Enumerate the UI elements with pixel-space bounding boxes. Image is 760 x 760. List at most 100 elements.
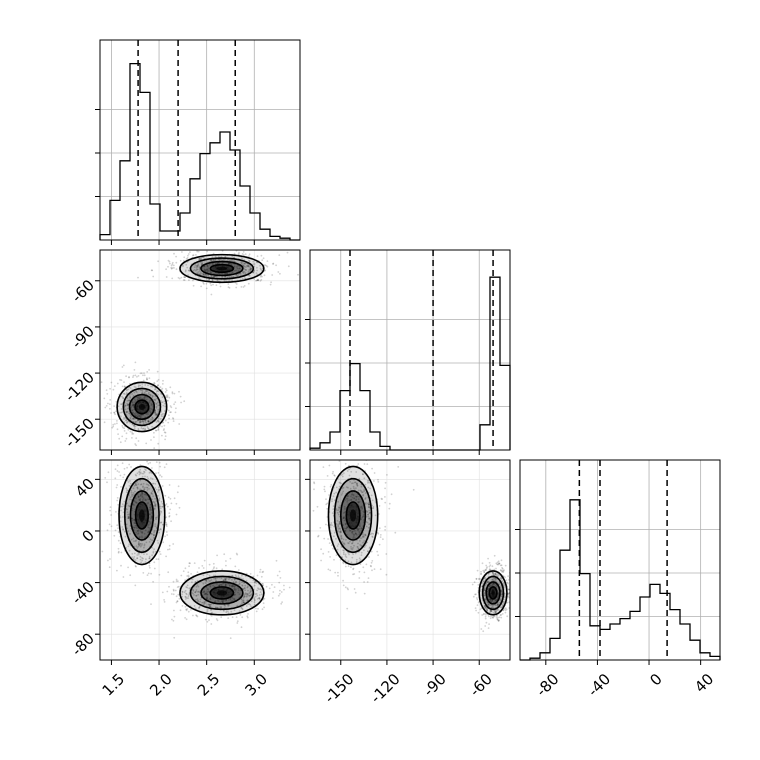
scatter-point [162, 523, 164, 526]
scatter-point [343, 517, 345, 519]
scatter-point [162, 421, 165, 424]
scatter-point [197, 585, 200, 588]
scatter-point [131, 401, 133, 404]
scatter-point [158, 573, 161, 576]
scatter-point [250, 594, 252, 597]
scatter-point [345, 538, 347, 541]
scatter-point [133, 556, 136, 558]
scatter-point [184, 276, 186, 278]
scatter-point [242, 597, 245, 599]
scatter-point [170, 406, 173, 409]
scatter-point [126, 527, 129, 530]
scatter-point [132, 417, 135, 420]
histogram-bin [340, 391, 350, 450]
scatter-point [481, 614, 484, 616]
scatter-point [141, 492, 143, 495]
scatter-point [229, 637, 232, 639]
scatter-point [164, 405, 167, 408]
scatter-point [225, 577, 228, 580]
scatter-point [241, 608, 244, 611]
scatter-point [194, 264, 197, 266]
scatter-point [262, 602, 265, 605]
scatter-point [123, 500, 126, 503]
scatter-point [342, 579, 344, 582]
histogram-bin [550, 638, 560, 660]
histogram-bin [690, 640, 700, 660]
scatter-point [233, 252, 236, 255]
scatter-point [116, 499, 119, 502]
scatter-point [207, 269, 209, 272]
scatter-point [195, 265, 198, 268]
scatter-point [170, 266, 173, 269]
scatter-point [175, 255, 178, 258]
scatter-point [371, 536, 374, 538]
scatter-point [388, 502, 391, 505]
scatter-point [132, 376, 134, 378]
scatter-point [155, 403, 158, 405]
scatter-point [361, 491, 363, 494]
scatter-point [224, 275, 226, 278]
scatter-point [230, 585, 233, 588]
scatter-point [121, 385, 124, 388]
scatter-point [377, 478, 379, 481]
y-tick-label: -90 [68, 322, 98, 352]
scatter-point [281, 601, 283, 603]
density-peak [138, 403, 145, 410]
scatter-point [160, 401, 163, 404]
scatter-point [162, 404, 165, 407]
scatter-point [114, 477, 117, 480]
scatter-point [125, 392, 128, 394]
scatter-point [351, 542, 353, 545]
scatter-point [238, 580, 241, 582]
scatter-point [192, 590, 195, 592]
scatter-point [167, 409, 170, 412]
scatter-point [333, 475, 336, 477]
scatter-point [352, 573, 354, 576]
scatter-point [241, 262, 244, 264]
scatter-point [206, 268, 209, 271]
scatter-point [195, 614, 198, 617]
scatter-point [353, 588, 356, 590]
scatter-point [352, 537, 354, 540]
scatter-point [210, 579, 213, 581]
scatter-point [194, 591, 197, 594]
scatter-point [140, 561, 143, 564]
scatter-point [253, 269, 256, 272]
scatter-point [143, 471, 146, 474]
scatter-point [138, 541, 140, 543]
histogram-bin [600, 629, 610, 660]
scatter-point [484, 617, 487, 620]
scatter-point [135, 526, 138, 529]
scatter-point [171, 277, 174, 280]
scatter-point [384, 501, 387, 504]
scatter-point [356, 546, 359, 548]
scatter-point [215, 606, 217, 609]
scatter-point [355, 534, 358, 536]
scatter-point [129, 498, 131, 501]
scatter-point [344, 462, 347, 465]
scatter-point [498, 574, 500, 577]
scatter-point [120, 564, 122, 567]
histogram-bin [100, 235, 110, 240]
scatter-point [132, 404, 135, 406]
scatter-point [130, 491, 133, 494]
scatter-point [177, 593, 180, 596]
scatter-point [358, 530, 361, 533]
scatter-point [341, 475, 344, 478]
scatter-point [493, 583, 495, 585]
scatter-point [221, 584, 223, 587]
scatter-point [338, 527, 341, 530]
scatter-point [104, 406, 107, 409]
scatter-point [165, 523, 168, 526]
scatter-point [240, 262, 243, 264]
scatter-point [156, 380, 159, 382]
scatter-point [313, 482, 316, 485]
y-tick-label: -80 [68, 629, 98, 659]
scatter-point [252, 579, 255, 582]
scatter-point [148, 391, 150, 394]
scatter-point [206, 588, 209, 591]
scatter-point [212, 259, 215, 261]
scatter-point [216, 606, 219, 609]
scatter-point [266, 260, 269, 262]
scatter-point [352, 535, 355, 538]
